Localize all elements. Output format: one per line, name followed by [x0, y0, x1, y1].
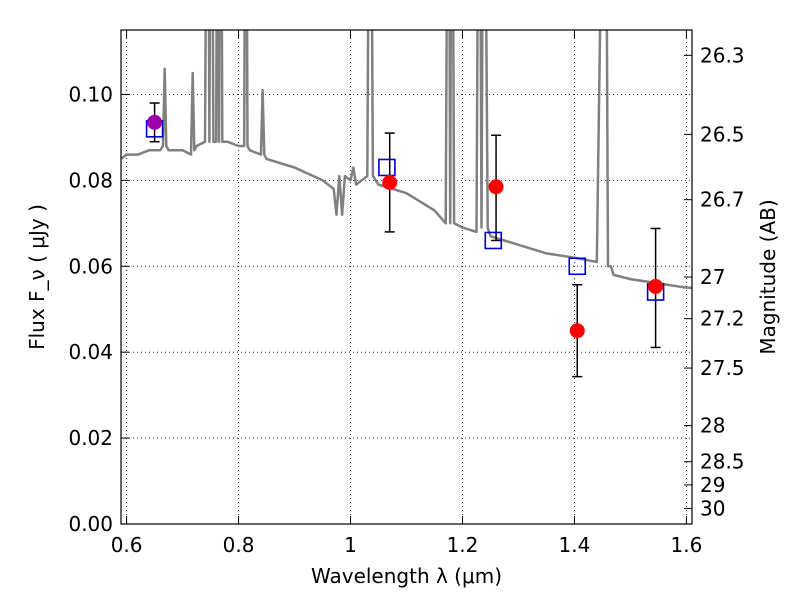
right-tick-label: 27.5 — [700, 356, 745, 380]
filled-circle-marker — [147, 114, 163, 130]
x-tick-label: 1 — [344, 533, 357, 557]
open-square-marker — [484, 231, 503, 250]
right-tick-label: 26.3 — [700, 43, 745, 67]
y-axis-label-right: Magnitude (AB) — [756, 199, 780, 354]
right-tick-label: 28.5 — [700, 450, 745, 474]
right-tick-label: 30 — [700, 497, 725, 521]
axis-ticks: 0.6 0.8 1 1.2 1.4 1.6 0.00 0.02 0.04 0.06 0.08 0.10… — [68, 30, 745, 557]
x-tick-label: 1.6 — [670, 533, 702, 557]
model-spectrum — [121, 30, 692, 289]
y-tick-label: 0.08 — [68, 168, 113, 192]
right-tick-label: 29 — [700, 473, 725, 497]
x-tick-label: 1.2 — [447, 533, 479, 557]
y-tick-label: 0.00 — [68, 512, 113, 536]
right-tick-label: 26.7 — [700, 188, 745, 212]
open-square-marker — [568, 257, 587, 276]
x-tick-label: 0.6 — [111, 533, 143, 557]
model-photometry-points — [145, 120, 665, 301]
observed-photometry-points — [147, 114, 664, 339]
filled-circle-marker — [382, 174, 398, 190]
x-tick-label: 1.4 — [559, 533, 591, 557]
filled-circle-marker — [569, 323, 585, 339]
open-square-marker — [378, 158, 396, 177]
y-tick-label: 0.06 — [68, 254, 113, 278]
y-axis-label-left: Flux F_ν ( μJy ) — [25, 204, 49, 350]
x-axis-label: Wavelength λ (μm) — [311, 564, 502, 588]
right-tick-label: 28 — [700, 414, 725, 438]
error-bars — [149, 102, 661, 378]
y-tick-label: 0.10 — [68, 82, 113, 106]
filled-circle-marker — [488, 179, 504, 195]
spectrum-line — [121, 30, 692, 289]
right-tick-label: 27 — [700, 265, 725, 289]
filled-circle-marker — [648, 278, 664, 294]
x-tick-label: 0.8 — [223, 533, 255, 557]
y-tick-label: 0.04 — [68, 340, 113, 364]
y-tick-label: 0.02 — [68, 426, 113, 450]
right-tick-label: 26.5 — [700, 122, 745, 146]
right-tick-label: 27.2 — [700, 307, 745, 331]
